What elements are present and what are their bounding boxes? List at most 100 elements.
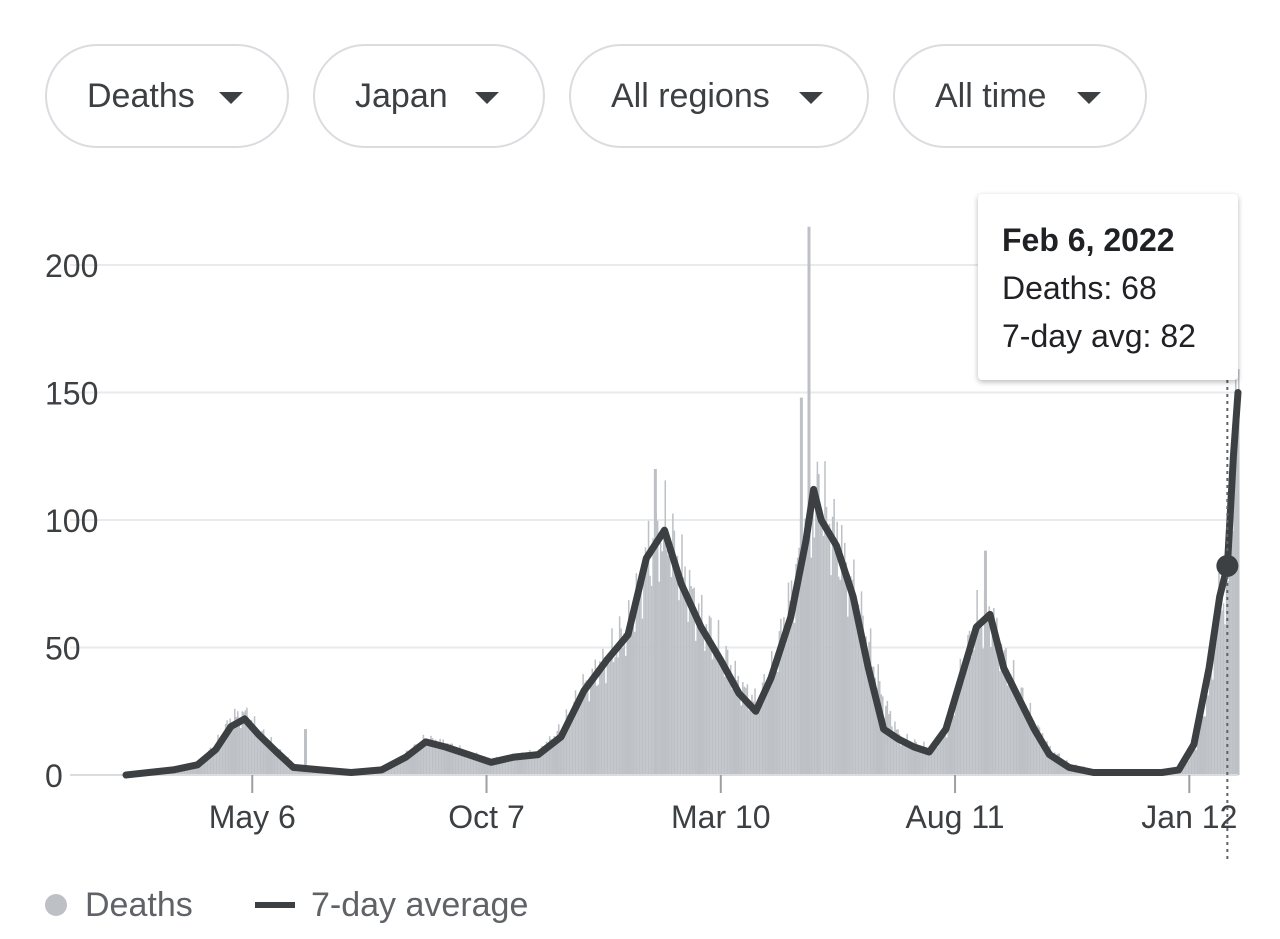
time-range-dropdown[interactable]: All time [893,44,1147,148]
deaths-bar [1231,531,1234,775]
deaths-bar [512,753,514,775]
deaths-bar [603,657,606,775]
deaths-bar [754,688,756,775]
x-axis-ticks: May 6 Oct 7 Mar 10 Aug 11 Jan 12 [209,775,1237,835]
regions-dropdown[interactable]: All regions [569,44,869,148]
deaths-bar [865,636,867,775]
deaths-bar [662,532,665,775]
deaths-bar [869,628,872,775]
deaths-bar [708,615,711,775]
deaths-bar [784,644,787,775]
deaths-bar [282,753,285,775]
deaths-bar [498,762,501,775]
deaths-bar [521,752,524,775]
deaths-bar [448,745,451,775]
deaths-bar [588,701,590,775]
legend-item-deaths[interactable]: Deaths [45,880,193,930]
deaths-bar [211,752,213,775]
deaths-bar [1196,737,1199,775]
deaths-bar [481,761,484,775]
deaths-bar [215,745,218,775]
deaths-bar [247,727,250,775]
deaths-bar [945,737,948,775]
deaths-bar-spike [799,397,803,775]
country-dropdown[interactable]: Japan [313,44,545,148]
deaths-bar [1216,622,1219,775]
chart-tooltip: Feb 6, 2022 Deaths: 68 7-day avg: 82 [978,194,1238,380]
deaths-bar [583,682,586,775]
deaths-bar [656,520,659,775]
deaths-bar [828,523,831,775]
deaths-bar [725,645,727,775]
deaths-bar [961,678,963,775]
deaths-bar [917,749,919,775]
deaths-bar [948,717,951,775]
deaths-bar [874,677,876,775]
deaths-bar [632,625,635,775]
deaths-bar [649,575,651,775]
deaths-bar [637,584,639,775]
deaths-bar [821,527,823,775]
deaths-bar [641,618,644,775]
deaths-bar [701,594,703,775]
deaths-bar [679,571,682,775]
deaths-bar [460,751,463,775]
deaths-bar [589,676,592,775]
deaths-bar [605,683,607,775]
deaths-bar [437,743,440,775]
deaths-bar [1224,624,1226,775]
deaths-bar [585,680,587,775]
deaths-bar [500,758,502,775]
deaths-bar [900,745,902,775]
deaths-bar [967,634,969,775]
deaths-bar [206,756,209,775]
deaths-bar [576,703,578,775]
deaths-bar [440,743,443,775]
deaths-bar [276,754,279,775]
deaths-bar [1201,708,1204,775]
deaths-bar [192,764,195,775]
deaths-bar [189,766,192,775]
metric-dropdown[interactable]: Deaths [45,44,289,148]
deaths-bar [872,666,875,775]
deaths-bar [757,712,759,775]
deaths-bar [1003,650,1006,775]
deaths-bar [941,734,943,775]
deaths-bar [1203,716,1205,775]
deaths-bar [523,756,525,775]
metric-dropdown-label: Deaths [87,76,195,115]
deaths-bar [1233,457,1235,775]
deaths-bar [924,749,927,775]
deaths-bar [678,600,680,775]
deaths-bar [778,631,781,775]
deaths-bar [241,711,244,775]
legend-dot-icon [45,894,67,916]
deaths-bar [615,650,618,775]
deaths-bar [510,758,513,775]
deaths-bar [810,557,813,775]
caret-down-icon [219,92,243,104]
deaths-bar [565,709,568,775]
deaths-bar [410,751,412,775]
deaths-bar [936,747,939,775]
deaths-bar [723,676,726,775]
deaths-bar [1046,741,1048,775]
deaths-bar [494,759,496,775]
y-tick-label: 50 [45,631,81,667]
deaths-bar [854,619,857,775]
deaths-bar [249,724,251,775]
deaths-bar [987,617,989,775]
deaths-chart[interactable]: 0 50 100 150 200 May 6 Oct 7 Mar 10 Aug 11 Jan 1… [0,160,1280,880]
legend-item-average[interactable]: 7-day average [255,880,528,930]
deaths-bar [591,668,594,775]
deaths-bar [761,682,764,775]
deaths-bar [971,637,974,775]
deaths-bar [608,663,610,775]
deaths-bar [745,687,747,775]
country-dropdown-label: Japan [355,76,448,115]
deaths-bar [244,710,247,775]
deaths-bar [402,756,405,775]
deaths-bar [427,741,429,775]
deaths-bar [672,513,674,775]
deaths-bar [1230,515,1232,775]
